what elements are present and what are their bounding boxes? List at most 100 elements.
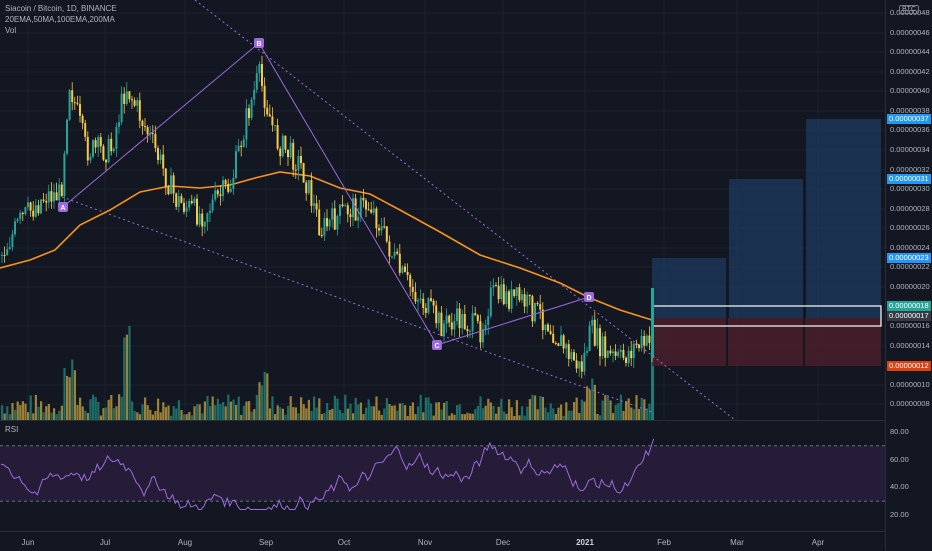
candle-body bbox=[521, 294, 523, 301]
candle-body bbox=[3, 254, 6, 256]
pattern-point-label: B bbox=[256, 41, 261, 48]
volume-bar bbox=[6, 406, 9, 420]
volume-bar bbox=[76, 405, 79, 420]
volume-bar bbox=[336, 398, 339, 420]
candle-body bbox=[144, 126, 146, 128]
volume-bar bbox=[99, 415, 102, 420]
volume-bar bbox=[385, 398, 388, 420]
price-tick-label: 0.00000028 bbox=[890, 204, 930, 213]
volume-bar bbox=[508, 399, 511, 420]
price-chart[interactable]: A B C D bbox=[0, 0, 885, 420]
volume-bar bbox=[211, 396, 214, 420]
candle-body bbox=[242, 139, 245, 147]
volume-bar bbox=[645, 408, 648, 420]
price-level-tag: 0.00000017 bbox=[887, 311, 931, 321]
volume-bar bbox=[261, 385, 264, 420]
price-tick-label: 0.00000040 bbox=[890, 86, 930, 95]
stop-zone bbox=[652, 318, 881, 366]
pattern-point-b bbox=[254, 38, 264, 48]
candle-body bbox=[1, 254, 3, 256]
candle-body bbox=[534, 303, 536, 322]
candle-body bbox=[320, 235, 323, 237]
volume-bar bbox=[482, 408, 485, 420]
volume-bar bbox=[370, 406, 373, 420]
candle-body bbox=[229, 188, 232, 192]
volume-bar bbox=[29, 395, 32, 420]
candle-body bbox=[370, 209, 373, 213]
volume-bar bbox=[487, 398, 490, 420]
candle-body bbox=[310, 180, 313, 206]
time-tick-label: Apr bbox=[811, 538, 825, 547]
volume-bar bbox=[154, 410, 157, 420]
volume-bar bbox=[458, 404, 461, 420]
candle-body bbox=[34, 205, 37, 217]
candle-body bbox=[609, 350, 612, 354]
volume-bar bbox=[110, 394, 113, 420]
volume-bar bbox=[367, 399, 370, 420]
candle-body bbox=[14, 221, 16, 235]
candle-body bbox=[313, 203, 315, 206]
candle-body bbox=[489, 287, 492, 317]
volume-bar bbox=[97, 401, 100, 420]
candle-body bbox=[47, 191, 50, 203]
volume-bar bbox=[505, 413, 508, 420]
candle-body bbox=[58, 184, 61, 201]
volume-bar bbox=[643, 399, 646, 420]
candle-body bbox=[281, 135, 284, 157]
volume-bar bbox=[92, 394, 95, 420]
candle-body bbox=[409, 275, 412, 287]
candle-body bbox=[136, 100, 139, 106]
candle-body bbox=[206, 213, 209, 223]
volume-bar bbox=[45, 406, 48, 420]
candle-body bbox=[406, 271, 409, 276]
candle-body bbox=[627, 350, 630, 363]
time-scale[interactable]: Jun Jul Aug Sep Oct Nov Dec 2021 Feb Mar Apr bbox=[0, 531, 885, 551]
volume-bar bbox=[409, 405, 412, 420]
candle-body bbox=[250, 99, 253, 119]
candle-body bbox=[557, 343, 560, 346]
volume-bar bbox=[63, 367, 66, 420]
price-scale[interactable]: 0.00000048 0.00000046 0.00000044 0.00000042… bbox=[886, 0, 932, 550]
volume-bar bbox=[320, 414, 323, 420]
candle-body bbox=[60, 184, 63, 197]
candle-body bbox=[552, 333, 555, 344]
volume-bar bbox=[209, 405, 212, 420]
candle-body bbox=[453, 321, 456, 330]
price-tick-label: 0.00000010 bbox=[890, 380, 930, 389]
rsi-chart[interactable] bbox=[0, 421, 885, 531]
candle-body bbox=[76, 103, 79, 105]
volume-bar bbox=[391, 405, 394, 420]
volume-bar bbox=[323, 413, 326, 420]
volume-bar bbox=[541, 396, 544, 420]
volume-bar bbox=[440, 409, 443, 420]
indicator-list: 20EMA,50MA,100EMA,200MA bbox=[5, 15, 115, 24]
candle-body bbox=[482, 329, 484, 343]
candle-body bbox=[84, 123, 87, 137]
volume-bar bbox=[287, 405, 290, 420]
volume-bar bbox=[89, 399, 92, 420]
candle-body bbox=[430, 298, 432, 301]
candle-body bbox=[99, 137, 102, 147]
volume-bar bbox=[86, 413, 89, 420]
candle-body bbox=[331, 208, 334, 220]
volume-bar bbox=[565, 402, 568, 420]
candle-body bbox=[378, 228, 380, 231]
volume-bar bbox=[14, 409, 17, 420]
volume-bar bbox=[414, 414, 417, 420]
pattern-line bbox=[62, 42, 590, 346]
volume-bar bbox=[575, 397, 578, 420]
price-tick-label: 0.00000036 bbox=[890, 125, 930, 134]
candle-body bbox=[385, 226, 388, 242]
candle-body bbox=[604, 336, 607, 358]
candle-body bbox=[414, 292, 417, 302]
volume-bar bbox=[279, 407, 282, 420]
volume-bar bbox=[393, 405, 396, 420]
price-tick-label: 0.00000016 bbox=[890, 321, 930, 330]
candle-body bbox=[196, 198, 198, 225]
volume-bar bbox=[534, 395, 537, 420]
volume-bar bbox=[307, 399, 310, 420]
candle-body bbox=[339, 204, 341, 216]
currency-badge[interactable]: BTC bbox=[899, 5, 919, 14]
candle-body bbox=[248, 108, 250, 119]
price-tick-label: 0.00000044 bbox=[890, 47, 930, 56]
